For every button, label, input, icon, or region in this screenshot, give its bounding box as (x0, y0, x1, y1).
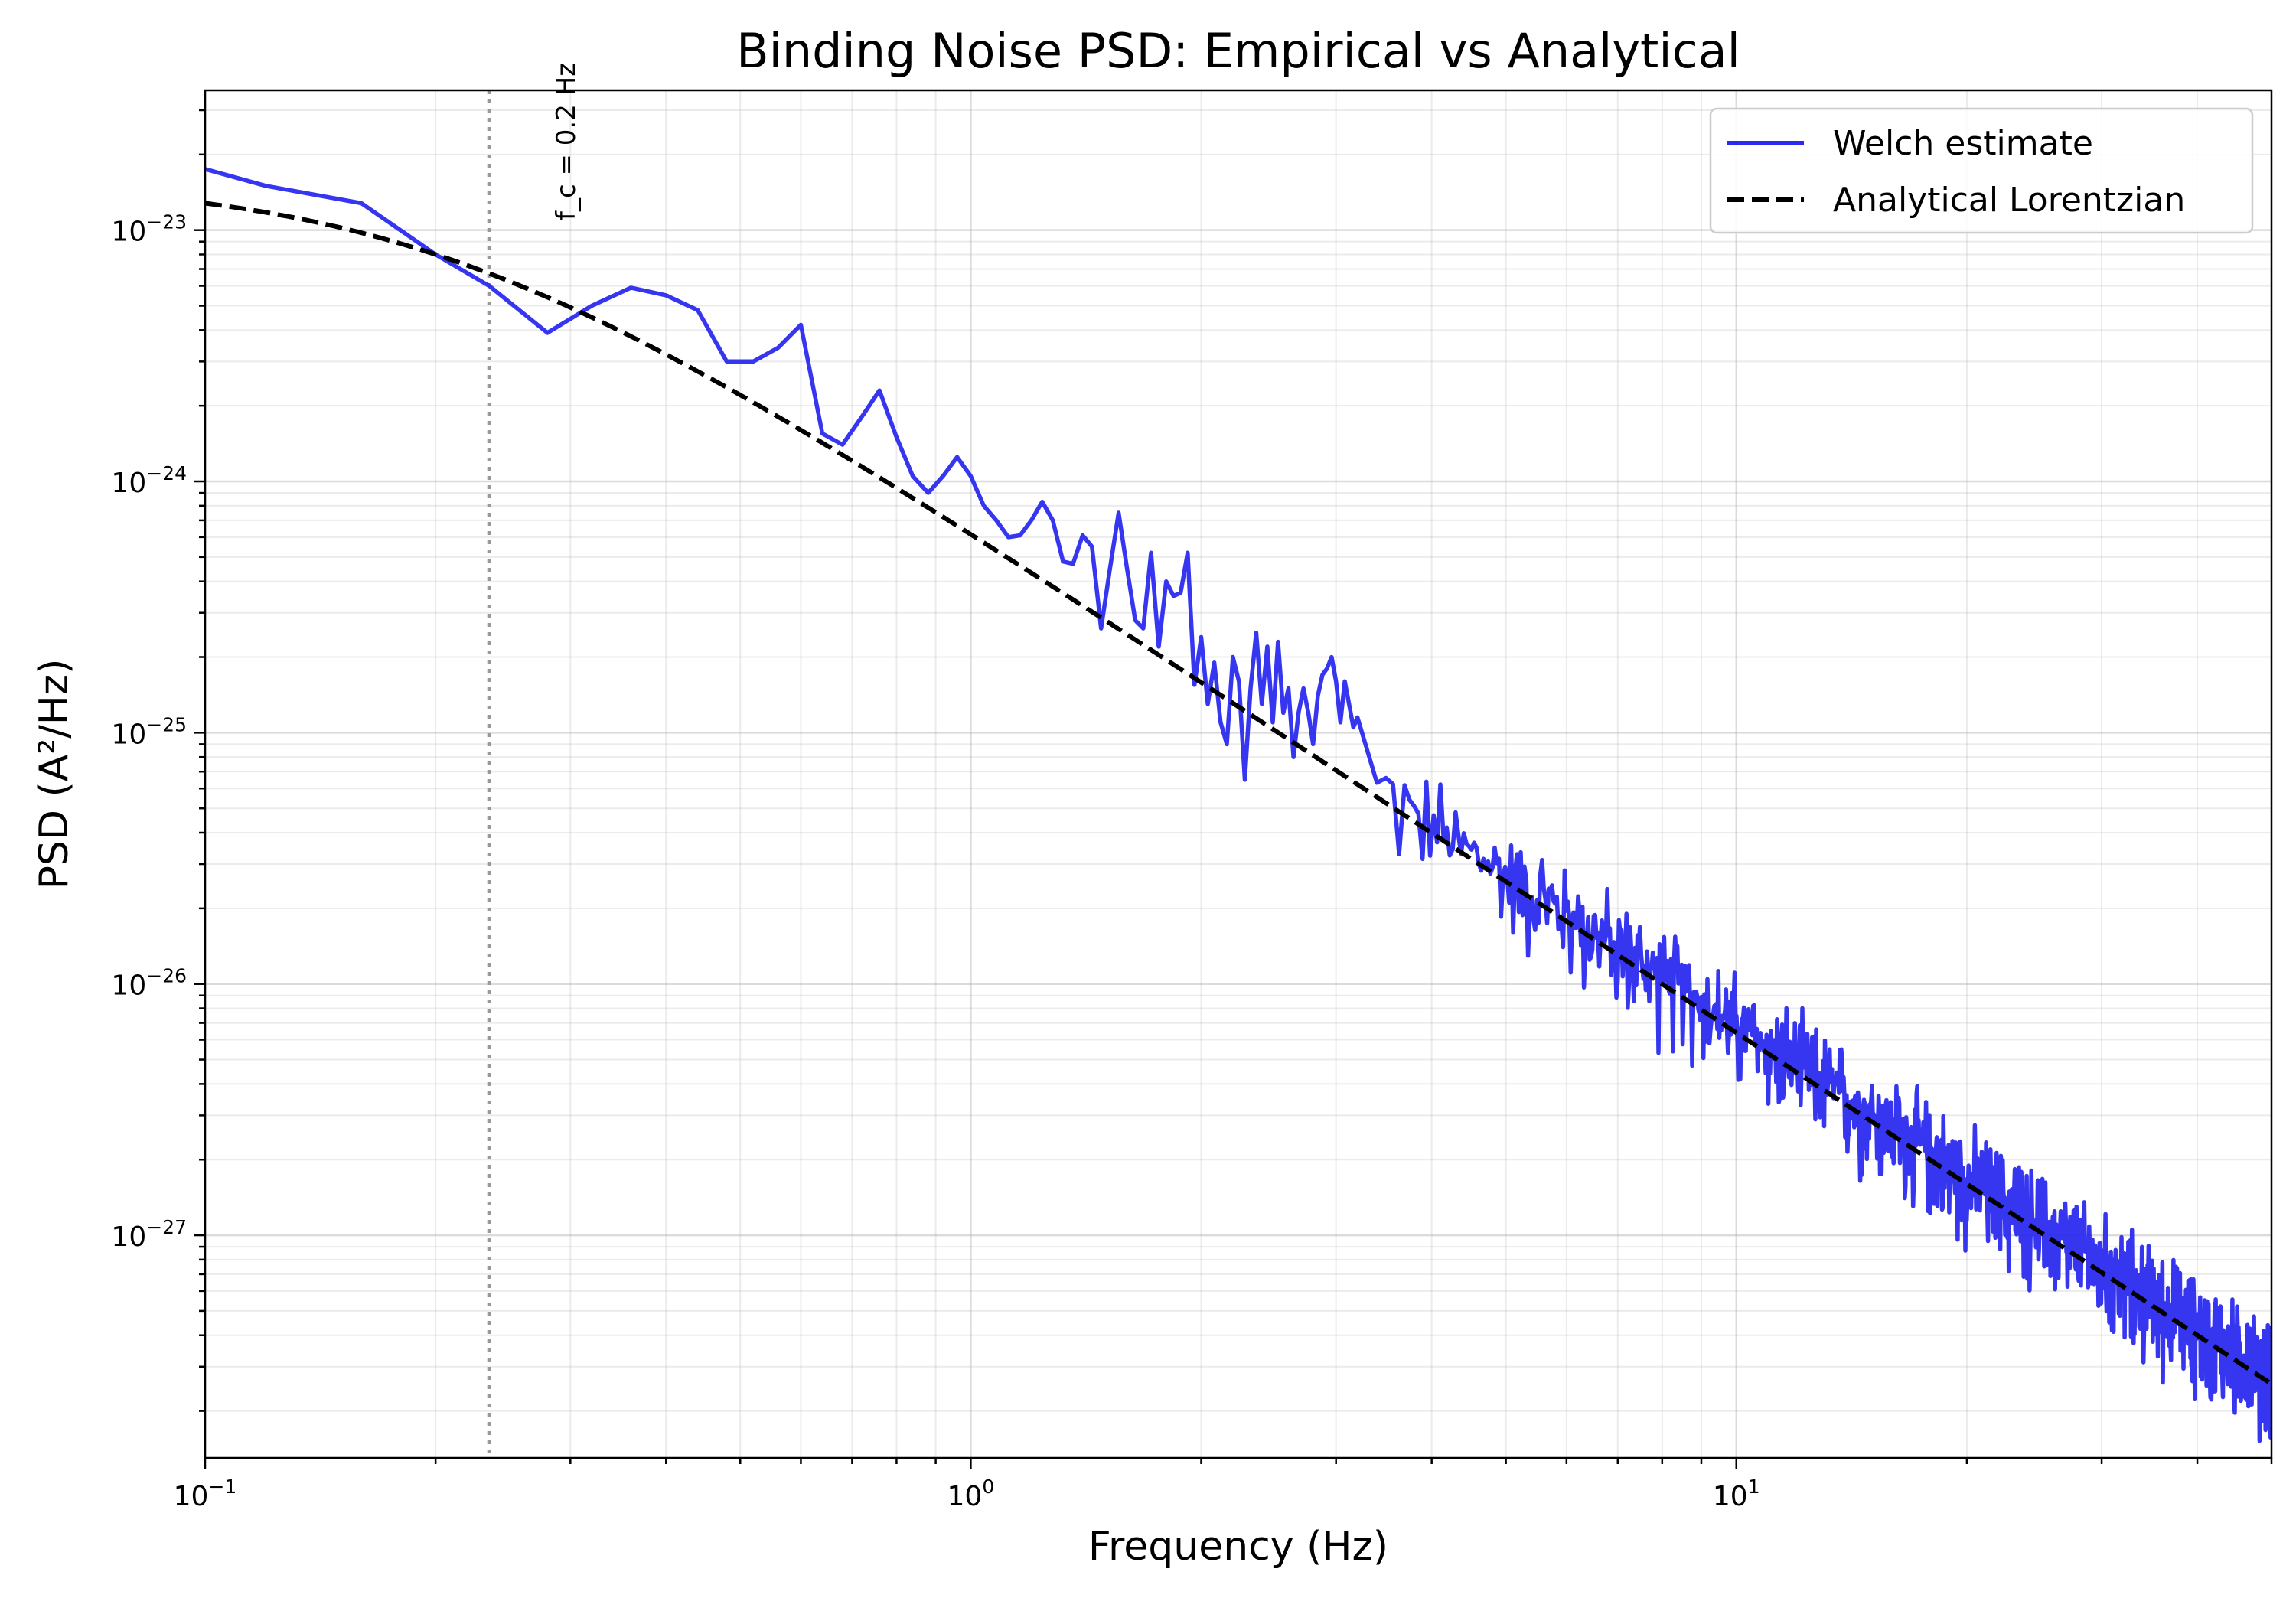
legend-label-analytical: Analytical Lorentzian (1833, 181, 2185, 220)
legend: Welch estimate Analytical Lorentzian (1709, 107, 2254, 234)
x-tick-label: 10−1 (174, 1476, 237, 1512)
series-welch-line (205, 167, 2272, 1443)
legend-label-welch: Welch estimate (1833, 124, 2093, 163)
y-tick-label: 10−27 (111, 1216, 187, 1253)
x-axis-label: Frequency (Hz) (1088, 1524, 1388, 1570)
legend-box (1709, 107, 2254, 234)
series-layer (205, 167, 2272, 1443)
y-tick-label: 10−24 (111, 462, 187, 499)
cutoff-label: f_c = 0.2 Hz (551, 63, 582, 220)
y-tick-label: 10−25 (111, 713, 187, 750)
series-analytical-line (205, 201, 2272, 1386)
x-axis-ticks: 10−1 100 101 (174, 1458, 2273, 1512)
chart-title: Binding Noise PSD: Empirical vs Analytic… (736, 23, 1740, 79)
x-tick-label: 101 (1713, 1476, 1760, 1512)
x-tick-label: 100 (947, 1476, 995, 1512)
y-axis-ticks: 10−23 10−24 10−25 10−26 10−27 (111, 109, 205, 1412)
y-tick-label: 10−26 (111, 965, 187, 1002)
y-axis-label: PSD (A²/Hz) (31, 659, 77, 890)
plot-frame (204, 89, 2273, 1459)
y-tick-label: 10−23 (111, 211, 187, 248)
